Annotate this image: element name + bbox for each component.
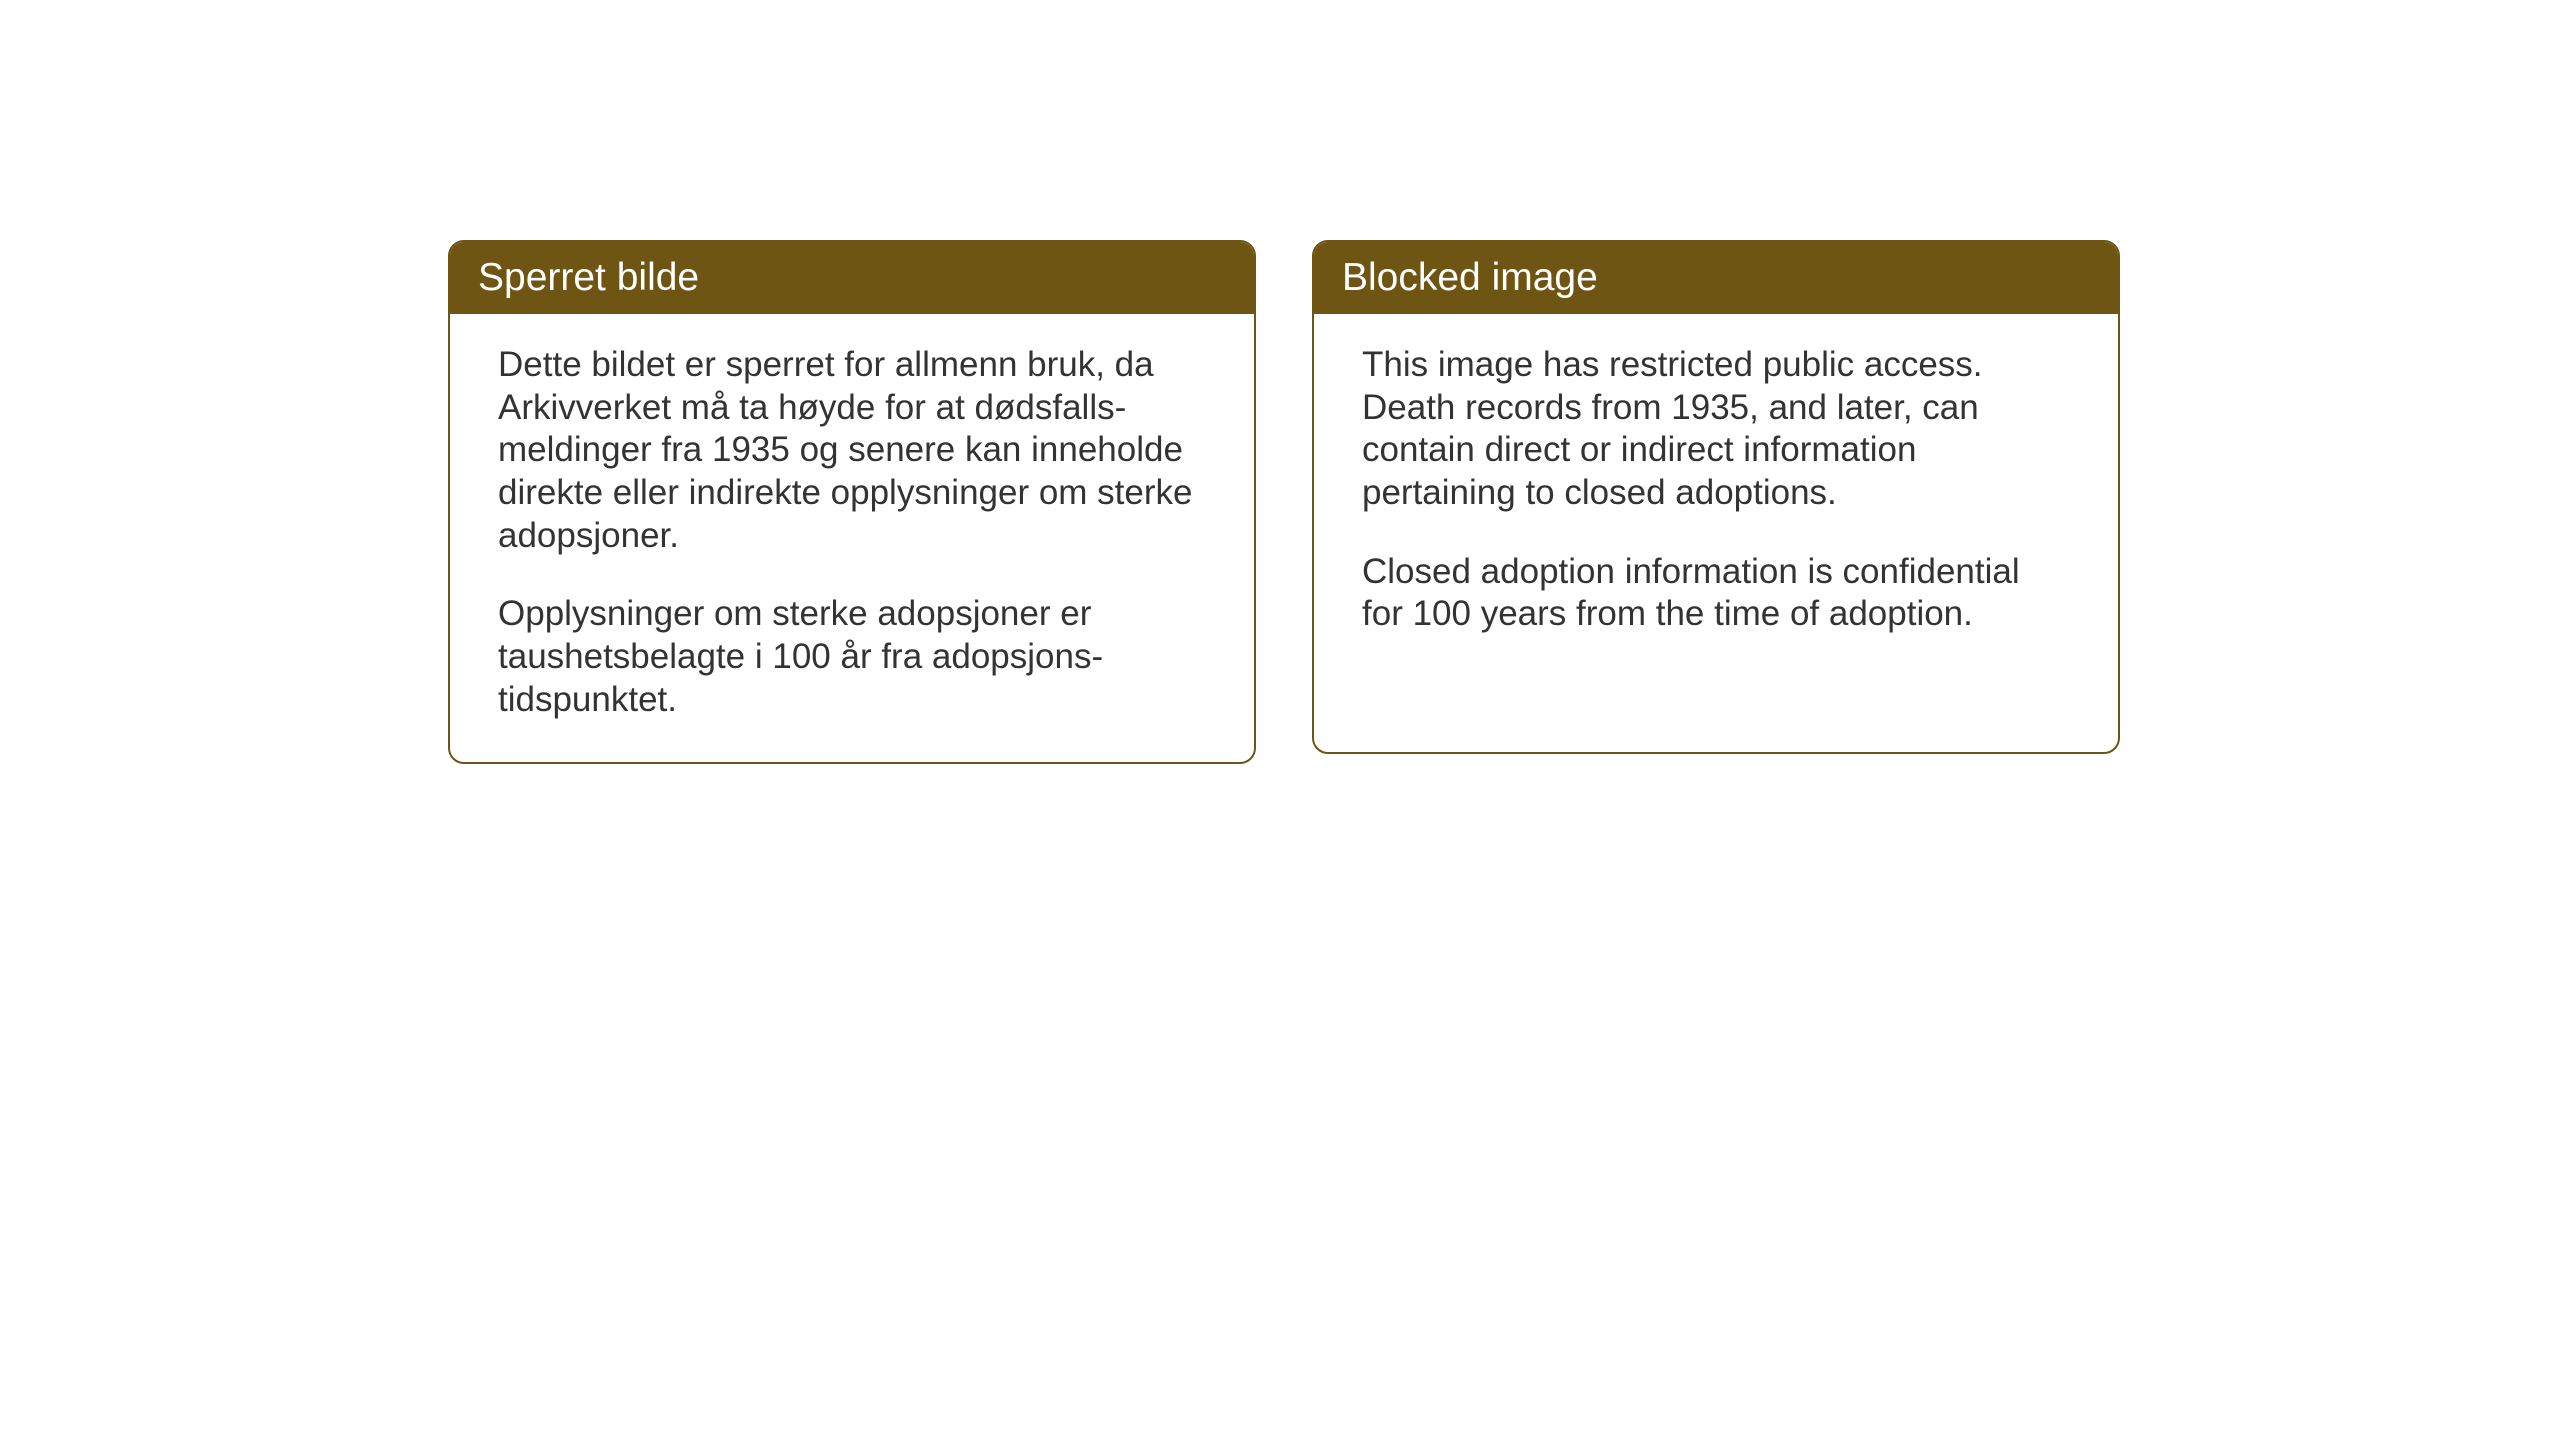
card-paragraph-1-english: This image has restricted public access.… — [1362, 344, 2070, 515]
card-paragraph-1-norwegian: Dette bildet er sperret for allmenn bruk… — [498, 344, 1206, 557]
card-paragraph-2-norwegian: Opplysninger om sterke adopsjoner er tau… — [498, 593, 1206, 721]
card-paragraph-2-english: Closed adoption information is confident… — [1362, 551, 2070, 636]
card-body-norwegian: Dette bildet er sperret for allmenn bruk… — [450, 314, 1254, 762]
card-title-english: Blocked image — [1342, 256, 1598, 299]
notice-cards-container: Sperret bilde Dette bildet er sperret fo… — [448, 240, 2120, 764]
restricted-notice-card-norwegian: Sperret bilde Dette bildet er sperret fo… — [448, 240, 1256, 764]
restricted-notice-card-english: Blocked image This image has restricted … — [1312, 240, 2120, 754]
card-body-english: This image has restricted public access.… — [1314, 314, 2118, 676]
card-title-norwegian: Sperret bilde — [478, 256, 699, 299]
card-header-norwegian: Sperret bilde — [450, 242, 1254, 314]
card-header-english: Blocked image — [1314, 242, 2118, 314]
